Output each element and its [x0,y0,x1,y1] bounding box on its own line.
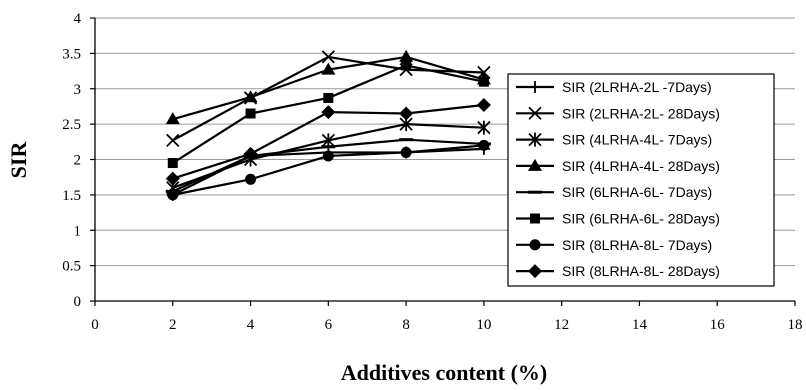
legend-marker [528,158,542,171]
x-tick-label: 10 [476,317,491,333]
tick-labels: 0 0.5 1 1.5 2 2.5 3 3.5 4 0 2 4 6 8 10 12 14 16 18 [62,11,802,333]
x-tick-label: 16 [710,317,726,333]
y-tick-label: 0 [74,294,82,310]
data-point [321,133,335,148]
legend-marker [528,132,542,147]
data-point [322,150,334,162]
legend-marker [529,239,541,251]
x-tick-label: 4 [247,317,255,333]
data-point [477,65,491,80]
data-point [166,133,180,148]
legend-item: SIR (2LRHA-2L -7Days) [516,79,712,95]
x-axis-title: Additives content (%) [341,360,548,385]
data-point [478,76,489,87]
x-tick-label: 14 [632,317,648,333]
legend-marker [528,264,542,279]
legend-item: SIR (4LRHA-4L- 7Days) [516,132,712,148]
data-point [400,146,412,158]
legend-item: SIR (6LRHA-6L- 28Days) [516,211,720,227]
data-point [243,146,258,161]
legend-marker [529,81,541,93]
legend: SIR (2LRHA-2L -7Days) SIR (2LRHA-2L- 28Da… [507,73,775,287]
legend-label: SIR (4LRHA-4L- 7Days) [562,132,712,148]
axes [90,17,796,306]
data-point [399,106,414,121]
data-point [401,60,412,71]
legend-label: SIR (6LRHA-6L- 28Days) [562,211,720,227]
x-tick-label: 12 [554,317,569,333]
y-tick-label: 1.5 [62,188,81,204]
legend-item: SIR (2LRHA-2L- 28Days) [516,105,720,121]
data-point [167,189,179,201]
data-point [323,92,334,103]
series [165,49,491,201]
y-tick-label: 3 [74,82,82,98]
data-point [165,112,180,125]
x-tick-label: 0 [91,317,99,333]
legend-label: SIR (8LRHA-8L- 28Days) [562,263,720,279]
data-point [321,105,336,120]
data-point [478,139,490,151]
y-tick-label: 2 [74,153,82,169]
legend-label: SIR (6LRHA-6L- 7Days) [562,184,712,200]
data-point [399,49,414,62]
legend-item: SIR (8LRHA-8L- 7Days) [516,237,712,253]
y-tick-label: 1 [74,223,82,239]
y-tick-label: 0.5 [62,259,81,275]
legend-marker [530,213,540,224]
data-point [477,120,491,135]
x-tick-label: 6 [325,317,333,333]
x-tick-label: 8 [402,317,410,333]
legend-item: SIR (6LRHA-6L- 7Days) [516,184,712,200]
data-point [165,171,180,186]
legend-item: SIR (4LRHA-4L- 28Days) [516,158,720,174]
y-tick-label: 3.5 [62,46,81,62]
y-tick-label: 2.5 [62,117,81,133]
x-tick-label: 2 [169,317,177,333]
data-point [167,158,178,169]
legend-label: SIR (2LRHA-2L -7Days) [562,79,712,95]
grid-lines [95,17,795,267]
y-axis-title: SIR [6,141,31,179]
legend-label: SIR (8LRHA-8L- 7Days) [562,237,712,253]
series-8 [165,98,491,186]
legend-item: SIR (8LRHA-8L- 28Days) [516,263,720,279]
legend-label: SIR (2LRHA-2L- 28Days) [562,105,720,121]
series-6 [167,60,489,169]
data-point [245,108,256,119]
data-point [476,98,491,113]
data-point [243,90,258,103]
y-tick-label: 4 [74,11,82,27]
legend-marker [528,106,542,120]
data-point [321,50,335,64]
data-point [245,173,257,185]
data-point [321,62,336,75]
legend-box [507,73,775,287]
series-7 [167,139,490,201]
legend-label: SIR (4LRHA-4L- 28Days) [562,158,720,174]
x-tick-label: 18 [788,317,803,333]
